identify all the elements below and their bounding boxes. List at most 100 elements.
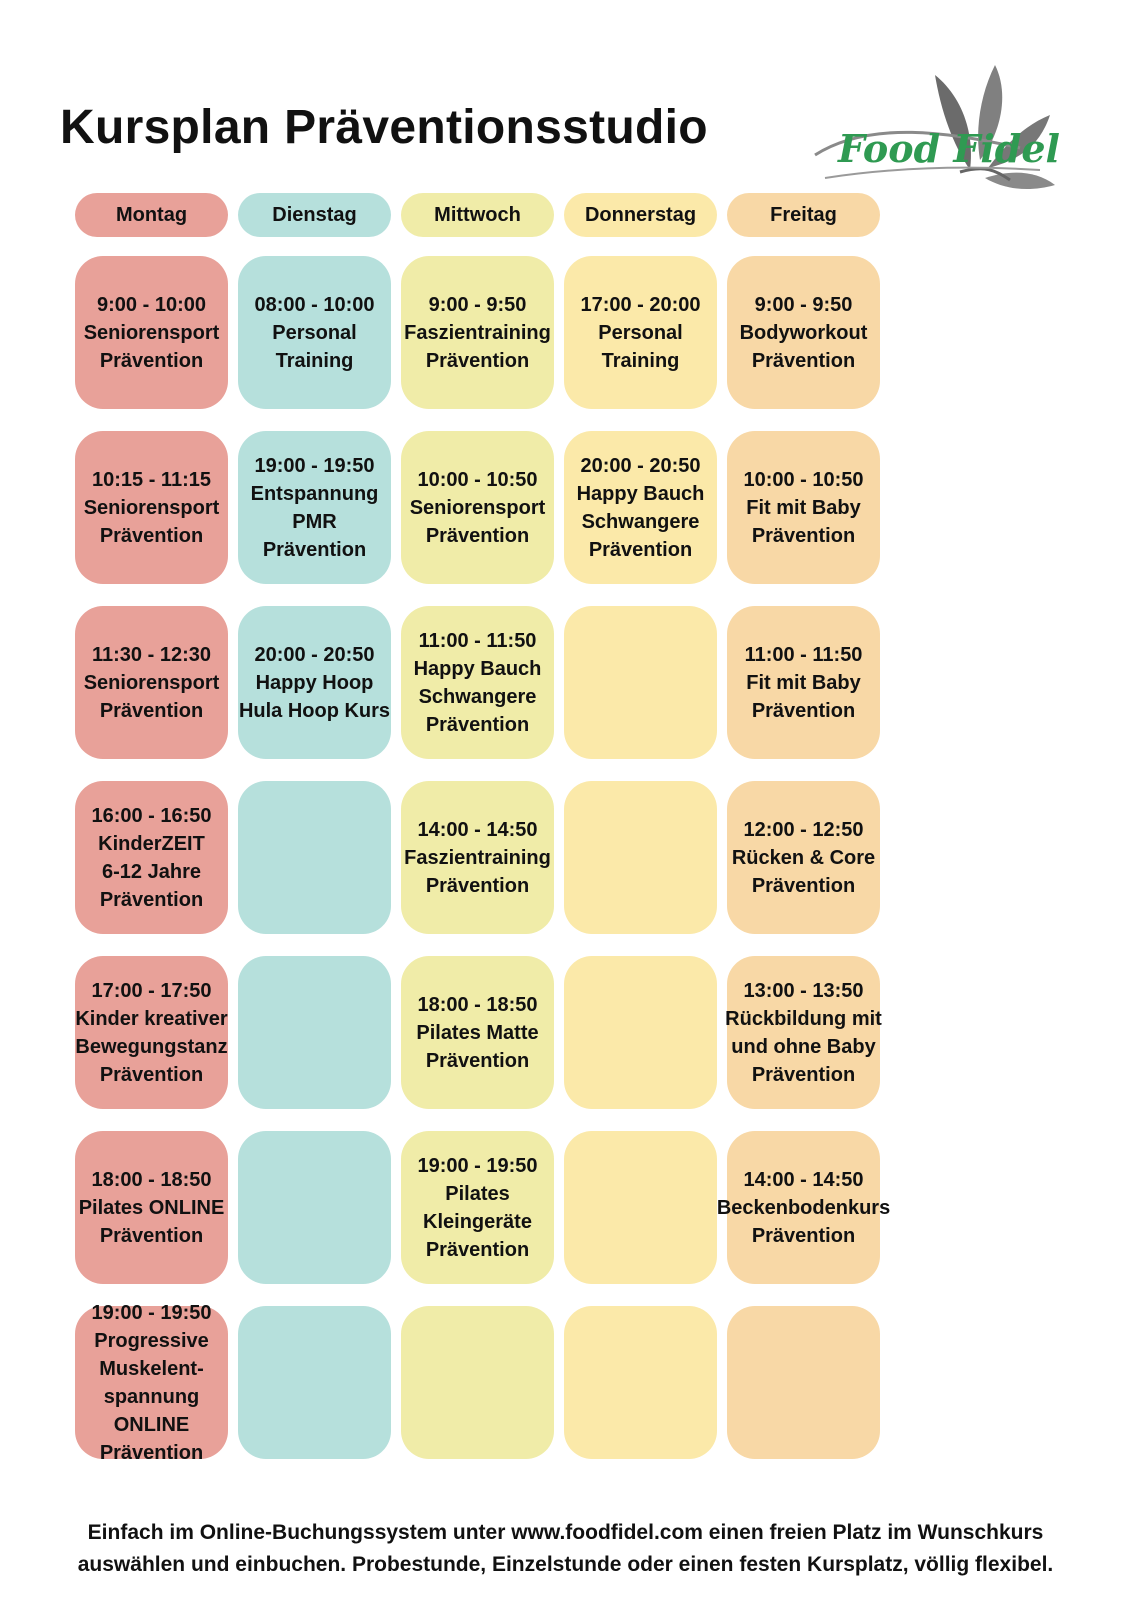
footer-note: Einfach im Online-Buchungssystem unter w… — [0, 1517, 1131, 1581]
empty-slot — [401, 1306, 554, 1459]
course-time: 12:00 - 12:50 — [743, 818, 864, 841]
course-line: Beckenbodenkurs — [716, 1196, 891, 1219]
day-header-montag: Montag — [75, 193, 228, 237]
course-line: Schwangere — [581, 510, 700, 533]
course-line: Pilates ONLINE — [78, 1196, 225, 1219]
course-time: 14:00 - 14:50 — [417, 818, 538, 841]
empty-slot — [727, 1306, 880, 1459]
course-line: Schwangere — [418, 685, 537, 708]
course-cell: 11:00 - 11:50 Fit mit Baby Prävention — [727, 606, 880, 759]
course-line: Happy Hoop — [255, 671, 374, 694]
empty-slot — [238, 781, 391, 934]
course-time: 11:00 - 11:50 — [744, 643, 863, 666]
course-cell: 08:00 - 10:00 Personal Training — [238, 256, 391, 409]
course-time: 10:00 - 10:50 — [743, 468, 864, 491]
logo-text: Food Fidel — [837, 126, 1060, 171]
course-cell: 9:00 - 10:00 Seniorensport Prävention — [75, 256, 228, 409]
course-line: Hula Hoop Kurs — [238, 699, 391, 722]
course-line: Prävention — [751, 524, 856, 547]
day-header-donnerstag: Donnerstag — [564, 193, 717, 237]
course-time: 18:00 - 18:50 — [417, 993, 538, 1016]
course-line: Faszientraining — [404, 846, 551, 869]
course-time: 9:00 - 9:50 — [428, 293, 527, 316]
course-line: Personal — [598, 321, 683, 344]
course-line: Entspannung — [250, 482, 379, 505]
course-line: Kleingeräte — [423, 1210, 532, 1233]
course-line: Prävention — [588, 538, 693, 561]
course-line: Prävention — [425, 349, 530, 372]
course-line: Seniorensport — [83, 496, 220, 519]
course-line: Prävention — [99, 888, 204, 911]
course-line: Kinder kreativer — [75, 1007, 228, 1030]
course-cell: 20:00 - 20:50 Happy Hoop Hula Hoop Kurs — [238, 606, 391, 759]
course-cell: 11:00 - 11:50 Happy Bauch Schwangere Präven… — [401, 606, 554, 759]
course-cell: 14:00 - 14:50 Beckenbodenkurs Prävention — [717, 1131, 890, 1284]
course-cell: 19:00 - 19:50 Entspannung PMR Prävention — [238, 431, 391, 584]
course-time: 17:00 - 20:00 — [580, 293, 701, 316]
empty-slot — [238, 1306, 391, 1459]
course-line: Seniorensport — [83, 321, 220, 344]
course-cell: 19:00 - 19:50 Pilates Kleingeräte Präventio… — [401, 1131, 554, 1284]
course-line: Prävention — [425, 1238, 530, 1261]
course-line: Seniorensport — [409, 496, 546, 519]
course-cell: 14:00 - 14:50 Faszientraining Prävention — [401, 781, 554, 934]
footer-line-2: auswählen und einbuchen. Probestunde, Ei… — [77, 1553, 1054, 1576]
course-cell: 18:00 - 18:50 Pilates ONLINE Prävention — [75, 1131, 228, 1284]
course-cell: 9:00 - 9:50 Faszientraining Prävention — [401, 256, 554, 409]
empty-slot — [564, 1306, 717, 1459]
course-cell: 10:00 - 10:50 Fit mit Baby Prävention — [727, 431, 880, 584]
course-line: Muskelent- — [99, 1357, 204, 1380]
course-line: Rückbildung mit — [725, 1007, 882, 1030]
course-time: 19:00 - 19:50 — [91, 1301, 212, 1324]
course-cell: 13:00 - 13:50 Rückbildung mit und ohne Bab… — [725, 956, 882, 1109]
course-line: Bodyworkout — [739, 321, 868, 344]
course-line: Happy Bauch — [576, 482, 705, 505]
course-time: 13:00 - 13:50 — [743, 979, 864, 1002]
course-line: Rücken & Core — [731, 846, 876, 869]
course-line: Prävention — [99, 349, 204, 372]
course-time: 08:00 - 10:00 — [254, 293, 375, 316]
course-time: 11:00 - 11:50 — [418, 629, 537, 652]
course-line: Prävention — [99, 524, 204, 547]
course-line: Training — [601, 349, 680, 372]
course-line: Training — [275, 349, 354, 372]
course-time: 19:00 - 19:50 — [254, 454, 375, 477]
course-cell: 10:15 - 11:15 Seniorensport Prävention — [75, 431, 228, 584]
course-line: Fit mit Baby — [746, 671, 861, 694]
course-line: Prävention — [751, 1224, 856, 1247]
course-line: Prävention — [751, 349, 856, 372]
course-line: Prävention — [425, 713, 530, 736]
course-time: 20:00 - 20:50 — [254, 643, 375, 666]
course-line: Seniorensport — [83, 671, 220, 694]
course-time: 10:00 - 10:50 — [417, 468, 538, 491]
course-line: Prävention — [751, 874, 856, 897]
course-cell: 10:00 - 10:50 Seniorensport Prävention — [401, 431, 554, 584]
course-time: 10:15 - 11:15 — [92, 468, 211, 491]
course-line: Faszientraining — [404, 321, 551, 344]
empty-slot — [238, 1131, 391, 1284]
course-cell: 18:00 - 18:50 Pilates Matte Prävention — [401, 956, 554, 1109]
course-line: Progressive — [94, 1329, 209, 1352]
course-cell: 17:00 - 17:50 Kinder kreativer Bewegungsta… — [75, 956, 228, 1109]
course-cell: 20:00 - 20:50 Happy Bauch Schwangere Präven… — [564, 431, 717, 584]
course-time: 19:00 - 19:50 — [417, 1154, 538, 1177]
food-fidel-logo: Food Fidel — [810, 60, 1080, 195]
course-time: 9:00 - 10:00 — [97, 293, 206, 316]
course-line: KinderZEIT — [98, 832, 205, 855]
course-line: Prävention — [751, 1063, 856, 1086]
course-cell: 9:00 - 9:50 Bodyworkout Prävention — [727, 256, 880, 409]
course-cell: 12:00 - 12:50 Rücken & Core Prävention — [727, 781, 880, 934]
course-cell: 16:00 - 16:50 KinderZEIT 6-12 Jahre Prävent… — [75, 781, 228, 934]
course-line: Fit mit Baby — [746, 496, 861, 519]
empty-slot — [564, 956, 717, 1109]
course-line: Prävention — [262, 538, 367, 561]
footer-line-1: Einfach im Online-Buchungssystem unter w… — [87, 1521, 1044, 1544]
course-line: 6-12 Jahre — [102, 860, 201, 883]
course-cell: 19:00 - 19:50 Progressive Muskelent-spannu… — [75, 1302, 228, 1464]
course-line: Personal — [272, 321, 357, 344]
empty-slot — [238, 956, 391, 1109]
course-line: Prävention — [425, 874, 530, 897]
course-line: ONLINE — [113, 1413, 190, 1436]
course-time: 16:00 - 16:50 — [91, 804, 212, 827]
course-cell: 11:30 - 12:30 Seniorensport Prävention — [75, 606, 228, 759]
